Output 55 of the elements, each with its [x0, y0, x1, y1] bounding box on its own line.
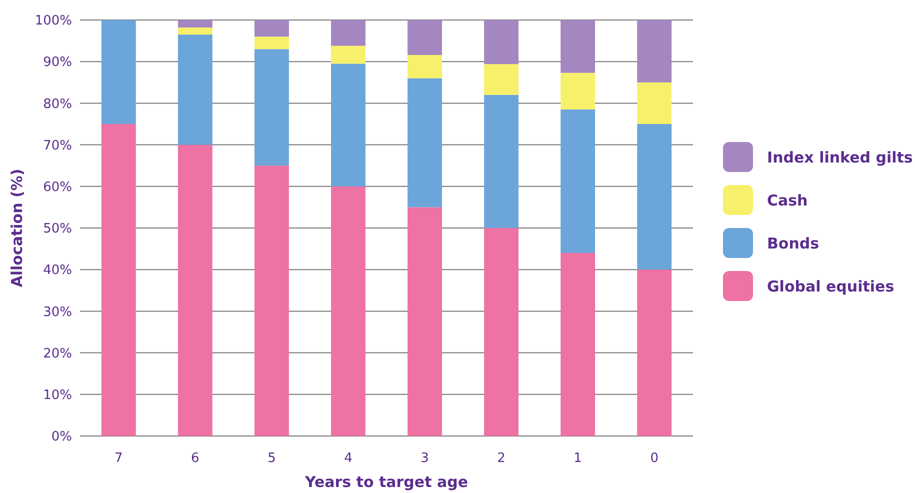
bar: [178, 144, 212, 436]
bar: [331, 186, 366, 436]
bar: [408, 78, 442, 208]
x-tick-label: 6: [191, 451, 200, 466]
bar: [560, 109, 596, 253]
bar: [331, 64, 366, 186]
x-tick-label: 0: [650, 451, 658, 466]
bar: [637, 270, 672, 436]
legend-label: Bonds: [767, 234, 820, 252]
bar: [101, 124, 136, 436]
bar: [178, 27, 212, 35]
y-tick-label: 90%: [43, 55, 72, 70]
bar: [254, 166, 289, 436]
bar: [254, 20, 289, 37]
bar: [484, 94, 519, 228]
bar: [331, 20, 366, 46]
bar: [560, 20, 596, 73]
bar: [331, 46, 366, 64]
bar: [637, 20, 672, 82]
bar: [408, 207, 442, 436]
bar: [408, 54, 442, 78]
bar: [560, 252, 596, 436]
bar: [254, 49, 289, 166]
y-tick-label: 10%: [43, 388, 72, 403]
y-tick-label: 100%: [34, 14, 72, 29]
bar: [637, 82, 672, 124]
y-tick-label: 0%: [51, 430, 72, 445]
legend-label: Global equities: [767, 277, 894, 296]
y-tick-label: 70%: [43, 138, 72, 154]
y-tick-label: 60%: [43, 180, 72, 195]
y-tick-label: 50%: [43, 222, 72, 237]
bar: [178, 20, 212, 28]
x-tick-label: 2: [497, 451, 506, 466]
bar: [484, 64, 519, 95]
bar: [178, 34, 212, 145]
x-tick-label: 4: [344, 451, 352, 466]
x-tick-label: 5: [268, 451, 276, 466]
bar: [101, 20, 136, 124]
x-tick-label: 7: [114, 451, 123, 466]
y-tick-label: 30%: [43, 304, 72, 320]
x-tick-label: 1: [574, 451, 582, 466]
legend-label: Index linked gilts: [767, 148, 913, 166]
legend-label: Cash: [767, 191, 808, 210]
bar: [637, 124, 672, 270]
y-axis-title: Allocation (%): [8, 168, 26, 288]
bar: [484, 20, 519, 64]
bar: [560, 72, 596, 110]
y-tick-label: 40%: [43, 263, 72, 278]
y-tick-label: 20%: [43, 346, 72, 362]
x-tick-label: 3: [420, 451, 429, 466]
y-tick-label: 80%: [43, 96, 72, 112]
x-axis-title: Years to target age: [304, 473, 468, 491]
bar: [484, 228, 519, 436]
bar: [408, 20, 442, 55]
bar: [254, 36, 289, 50]
